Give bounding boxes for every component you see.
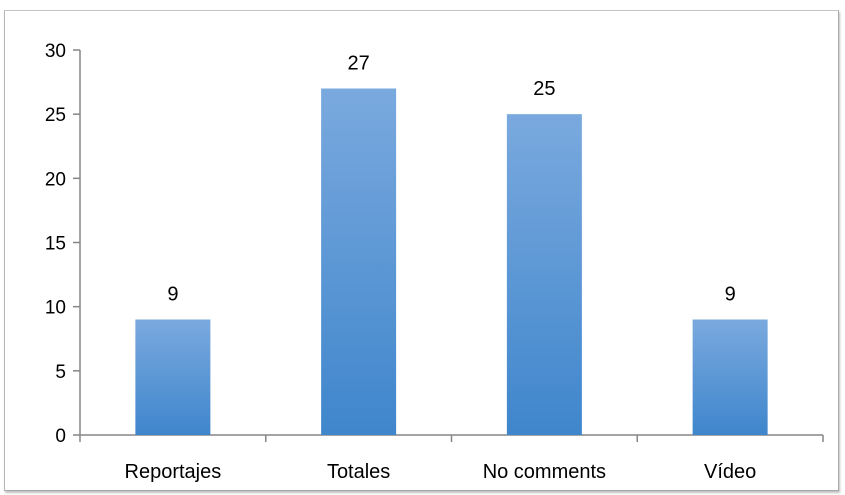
bar [135, 319, 211, 435]
bar-value-label: 9 [167, 284, 178, 306]
x-category-label: Reportajes [125, 461, 222, 483]
bar [321, 88, 397, 435]
y-tick-label: 30 [45, 41, 66, 62]
bar-value-label: 25 [533, 78, 555, 100]
y-axis: 0 5 10 15 20 25 30 [45, 41, 81, 447]
y-tick-label: 10 [45, 298, 66, 319]
y-tick-label: 5 [55, 362, 66, 383]
bar [692, 319, 768, 435]
x-category-label: Totales [327, 461, 390, 483]
y-tick-label: 0 [55, 426, 66, 447]
data-labels: 9 27 25 9 [167, 53, 735, 306]
bars [135, 88, 768, 436]
y-tick-label: 15 [45, 234, 66, 255]
bar [506, 114, 582, 436]
x-category-label: No comments [483, 461, 606, 483]
x-axis: Reportajes Totales No comments Vídeo [79, 434, 824, 483]
bar-value-label: 27 [348, 53, 370, 75]
bar-value-label: 9 [725, 284, 736, 306]
y-tick-label: 20 [45, 169, 66, 190]
x-category-label: Vídeo [704, 461, 756, 483]
y-tick-label: 25 [45, 105, 66, 126]
